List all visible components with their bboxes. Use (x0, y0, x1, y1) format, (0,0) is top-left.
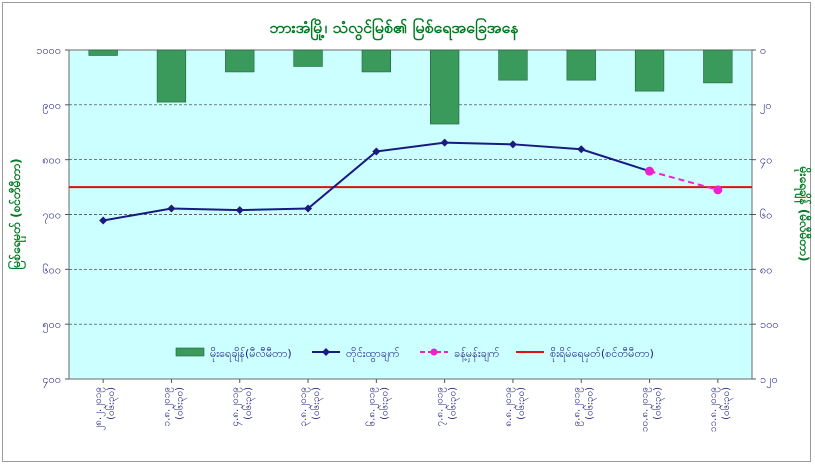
legend-danger-label: စိုးရိမ်ရေမှတ်(စင်တီမီတာ) (550, 347, 654, 362)
x-tick-time: (၀၆း၃၀) (651, 387, 666, 420)
legend-rain-swatch (175, 347, 205, 357)
x-tick-time: (၀၆း၃၀) (309, 387, 324, 420)
x-tick-label: ၈.၈.၂၀၁၉ (၀၆း၃၀) (503, 387, 529, 427)
forecast-series (645, 166, 723, 195)
x-tick-label: ၄.၈.၂၀၁၉ (၀၆း၃၀) (230, 387, 256, 427)
rainfall-bar (634, 49, 665, 92)
x-axis-ticks: ၂၈.၂.၂၀၁၉ (၀၆း၃၀) ၁.၈.၂၀၁၉ (၀၆း၃၀) ၄.၈.၂၀၁၉(… (93, 379, 734, 432)
right-tick-label: ၈၀ (760, 263, 772, 276)
legend-observed-label: တိုင်းထွာချက် (346, 347, 400, 362)
right-tick-label: ၀ (760, 44, 766, 57)
rainfall-bar (156, 49, 187, 103)
x-tick-time: (၀၆း၃၀) (241, 387, 256, 420)
rainfall-bar (430, 49, 460, 125)
x-tick-time: (၀၆း၃၀) (514, 387, 529, 420)
right-axis-label: မိုးရေချိန် (မီလီမီတာ) (793, 166, 813, 262)
x-tick-time: (၀၆း၃၀) (172, 387, 187, 420)
x-tick-date: ၄.၈.၂၀၁၉ (230, 387, 243, 426)
left-tick-label: ၆၀၀ (42, 263, 61, 276)
x-tick-time: (၀၆း၃၀) (582, 387, 597, 420)
left-tick-label: ၉၀၀ (42, 99, 61, 114)
rainfall-bar (361, 49, 391, 73)
x-tick-date: ၈.၈.၂၀၁၉ (503, 387, 516, 427)
left-tick-label: ၈၀၀ (42, 154, 61, 167)
x-tick-label: ၁၀.၈.၂၀၁၉ (၀၆း၃၀) (640, 387, 666, 432)
left-axis-label: မြစ်ရေမှတ် (စင်တီမီတာ) (6, 158, 27, 269)
rainfall-bars (88, 49, 733, 125)
right-tick-label: ၁၂၀ (760, 373, 778, 388)
forecast-point (645, 166, 655, 176)
x-tick-date: ၉.၈.၂၀၁၉ (571, 387, 584, 426)
x-tick-label: ၆.၈.၂၀၁၉ (၀၆း၃၀) (364, 387, 392, 427)
rainfall-bar (703, 49, 733, 84)
x-tick-date: ၆.၈.၂၀၁၉ (364, 387, 379, 426)
x-tick-date: ၃.၈.၂၀၁၉ (298, 387, 311, 426)
legend-forecast-marker (430, 348, 438, 356)
observed-series (99, 138, 650, 225)
legend-observed-marker (322, 348, 330, 356)
right-tick-label: ၄၀ (760, 154, 772, 169)
legend-rain-label: မိုးရေချိန်(မီလီမီတာ) (210, 347, 292, 362)
observed-point (99, 216, 108, 225)
right-tick-label: ၁၀၀ (760, 318, 779, 331)
rainfall-bar (225, 49, 255, 73)
chart-title: ဘားအံမြို့၊ သံလွင်မြစ်၏ မြစ်ရေအခြေအနေ (270, 17, 520, 41)
left-tick-label: ၅၀၀ (42, 318, 61, 333)
observed-point (167, 204, 176, 213)
x-tick-time: (၀၆း၃၀) (719, 387, 734, 420)
x-tick-time: (၀၆း၃၀) (446, 387, 461, 420)
x-tick-label: ၉.၈.၂၀၁၉ (၀၆း၃၀) (571, 387, 597, 427)
observed-point (304, 204, 313, 213)
x-tick-label: ၇.၈.၂၀၁၉ (၀၆း၃၀) (435, 387, 461, 427)
observed-point (577, 145, 586, 154)
x-tick-time: (၀၆း၃၀) (104, 387, 119, 420)
left-tick-label: ၁၀၀၀ (36, 44, 61, 57)
x-tick-label: ၃.၈.၂၀၁၉ (၀၆း၃၀) (298, 387, 324, 427)
x-tick-date: ၁၀.၈.၂၀၁၉ (640, 387, 653, 432)
x-tick-label: ၁၁.၈.၂၀၁၉ (၀၆း၃၀) (708, 387, 734, 432)
forecast-point (713, 185, 723, 195)
observed-point (372, 147, 381, 156)
right-tick-label: ၂၀ (760, 99, 772, 114)
x-tick-date: ၁.၈.၂၀၁၉ (161, 387, 174, 426)
x-tick-time: (၀၆း၃၀) (377, 387, 392, 420)
x-tick-label: ၁.၈.၂၀၁၉ (၀၆း၃၀) (161, 387, 187, 427)
observed-point (508, 140, 517, 149)
x-tick-date: ၇.၈.၂၀၁၉ (435, 387, 448, 426)
rainfall-bar (88, 49, 118, 56)
left-tick-label: ၄၀၀ (42, 373, 61, 388)
legend: မိုးရေချိန်(မီလီမီတာ) တိုင်းထွာချက် ခန့်… (175, 347, 654, 362)
grid-lines (69, 104, 752, 325)
chart-frame (2, 2, 811, 462)
left-tick-label: ၇၀၀ (42, 209, 61, 224)
observed-point (235, 206, 244, 215)
x-tick-label: ၂၈.၂.၂၀၁၉ (၀၆း၃၀) (93, 387, 119, 431)
forecast-line (649, 170, 719, 191)
rainfall-bar (498, 49, 528, 81)
x-tick-date: ၂၈.၂.၂၀၁၉ (93, 387, 106, 431)
rainfall-bar (566, 49, 596, 81)
x-tick-date: ၁၁.၈.၂၀၁၉ (708, 387, 721, 432)
observed-point (440, 138, 449, 147)
rainfall-bar (293, 49, 323, 67)
right-tick-label: ၆၀ (760, 209, 772, 222)
legend-forecast-label: ခန့်မှန်းချက် (454, 347, 500, 362)
